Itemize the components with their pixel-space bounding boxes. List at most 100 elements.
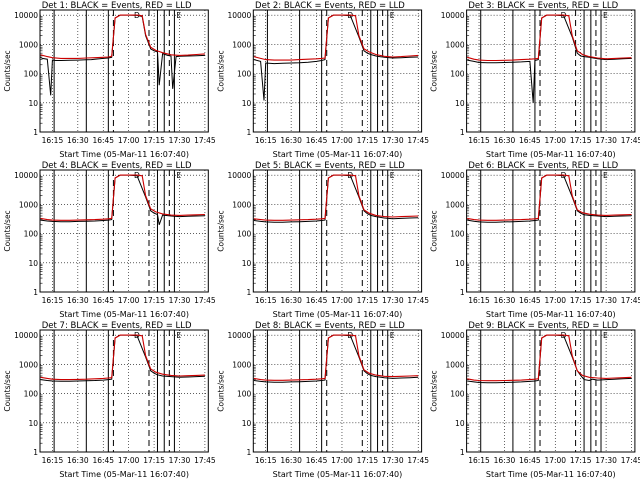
x-tick-label: 17:00: [118, 296, 140, 305]
y-tick-label: 10: [242, 259, 252, 268]
y-tick-label: 1: [33, 288, 38, 297]
y-tick-label: 10000: [441, 171, 465, 180]
x-tick-label: 17:30: [169, 136, 191, 145]
x-tick-label: 16:15: [255, 136, 277, 145]
plot-frame: [39, 329, 209, 453]
panel-title: Det 6: BLACK = Events, RED = LLD: [468, 161, 618, 171]
y-tick-label: 10: [242, 419, 252, 428]
y-tick-label: 1: [247, 128, 252, 137]
marker-label: E: [390, 331, 395, 340]
y-tick-label: 1000: [19, 40, 38, 49]
x-tick-label: 16:45: [92, 136, 114, 145]
series-events-line: [253, 334, 419, 383]
x-tick-label: 17:00: [331, 456, 353, 465]
x-tick-label: 16:30: [67, 296, 89, 305]
marker-label: E: [390, 11, 395, 20]
x-tick-label: 17:00: [544, 136, 566, 145]
detector-panel-4: Det 4: BLACK = Events, RED = LLD Counts/s…: [3, 161, 216, 319]
x-tick-label: 16:45: [92, 296, 114, 305]
x-tick-label: 17:30: [382, 456, 404, 465]
x-tick-label: 17:45: [621, 136, 640, 145]
y-tick-label: 1000: [446, 200, 465, 209]
x-axis-label: Start Time (05-Mar-11 16:07:40): [59, 150, 189, 159]
y-tick-label: 1000: [232, 40, 251, 49]
y-tick-label: 1: [460, 128, 465, 137]
series-lld-line: [40, 334, 205, 381]
x-tick-label: 17:15: [570, 296, 592, 305]
y-axis-label: Counts/sec: [216, 210, 225, 251]
marker-label: E: [603, 171, 608, 180]
y-tick-label: 1: [460, 288, 465, 297]
y-tick-label: 1: [247, 448, 252, 457]
x-tick-label: 16:45: [306, 136, 328, 145]
panel-title: Det 3: BLACK = Events, RED = LLD: [468, 1, 618, 11]
y-tick-label: 100: [24, 230, 39, 239]
y-tick-label: 10000: [14, 11, 38, 20]
plot-frame: [39, 9, 209, 133]
y-tick-label: 10: [28, 259, 38, 268]
series-events-line: [40, 334, 205, 382]
x-axis-label: Start Time (05-Mar-11 16:07:40): [486, 150, 616, 159]
x-tick-label: 17:45: [194, 136, 216, 145]
x-tick-label: 16:15: [468, 296, 490, 305]
y-tick-label: 100: [450, 390, 465, 399]
x-tick-label: 17:30: [169, 456, 191, 465]
x-tick-label: 16:30: [280, 456, 302, 465]
x-axis-label: Start Time (05-Mar-11 16:07:40): [59, 470, 189, 479]
plot-frame: [252, 329, 423, 453]
x-tick-label: 16:15: [468, 136, 490, 145]
x-tick-label: 17:15: [143, 136, 165, 145]
x-tick-label: 17:45: [407, 296, 429, 305]
y-tick-label: 10: [242, 99, 252, 108]
x-tick-label: 16:45: [519, 456, 541, 465]
x-tick-label: 16:45: [519, 136, 541, 145]
series-events-line: [40, 174, 205, 225]
y-tick-label: 10: [28, 99, 38, 108]
y-tick-label: 10000: [14, 331, 38, 340]
x-tick-label: 16:30: [67, 456, 89, 465]
y-tick-label: 10: [455, 259, 465, 268]
panel-title: Det 1: BLACK = Events, RED = LLD: [42, 1, 192, 11]
x-tick-label: 17:15: [357, 456, 379, 465]
x-tick-label: 16:15: [42, 296, 64, 305]
x-tick-label: 16:15: [468, 456, 490, 465]
x-tick-label: 17:30: [169, 296, 191, 305]
x-tick-label: 16:45: [519, 296, 541, 305]
x-tick-label: 17:45: [407, 136, 429, 145]
x-tick-label: 16:45: [306, 296, 328, 305]
x-tick-label: 17:45: [621, 296, 640, 305]
x-tick-label: 17:45: [194, 456, 216, 465]
x-tick-label: 16:30: [280, 136, 302, 145]
plot-frame: [466, 9, 636, 133]
x-tick-label: 17:15: [357, 136, 379, 145]
y-tick-label: 1000: [19, 360, 38, 369]
x-axis-label: Start Time (05-Mar-11 16:07:40): [273, 310, 403, 319]
y-tick-label: 10000: [441, 331, 465, 340]
marker-label: E: [603, 11, 608, 20]
x-tick-label: 17:30: [595, 296, 617, 305]
panel-title: Det 2: BLACK = Events, RED = LLD: [255, 1, 405, 11]
series-events-line: [253, 174, 419, 223]
y-tick-label: 100: [237, 390, 252, 399]
series-lld-line: [40, 14, 205, 59]
y-tick-label: 10000: [14, 171, 38, 180]
y-tick-label: 1000: [446, 360, 465, 369]
detector-panel-2: Det 2: BLACK = Events, RED = LLD Counts/s…: [216, 1, 429, 159]
x-tick-label: 16:15: [42, 136, 64, 145]
detector-panel-1: Det 1: BLACK = Events, RED = LLD Counts/s…: [3, 1, 216, 159]
y-axis-label: Counts/sec: [430, 210, 439, 251]
x-axis-label: Start Time (05-Mar-11 16:07:40): [486, 310, 616, 319]
detector-panel-7: Det 7: BLACK = Events, RED = LLD Counts/s…: [3, 321, 216, 479]
series-lld-line: [467, 14, 632, 62]
x-tick-label: 17:00: [118, 456, 140, 465]
y-tick-label: 1: [33, 128, 38, 137]
marker-label: E: [390, 171, 395, 180]
detector-panel-6: Det 6: BLACK = Events, RED = LLD Counts/s…: [430, 161, 640, 319]
y-tick-label: 10000: [441, 11, 465, 20]
x-tick-label: 16:30: [280, 296, 302, 305]
x-tick-label: 17:00: [544, 456, 566, 465]
series-lld-line: [253, 334, 419, 381]
marker-label: E: [176, 11, 181, 20]
x-tick-label: 16:30: [494, 456, 516, 465]
y-tick-label: 100: [450, 70, 465, 79]
